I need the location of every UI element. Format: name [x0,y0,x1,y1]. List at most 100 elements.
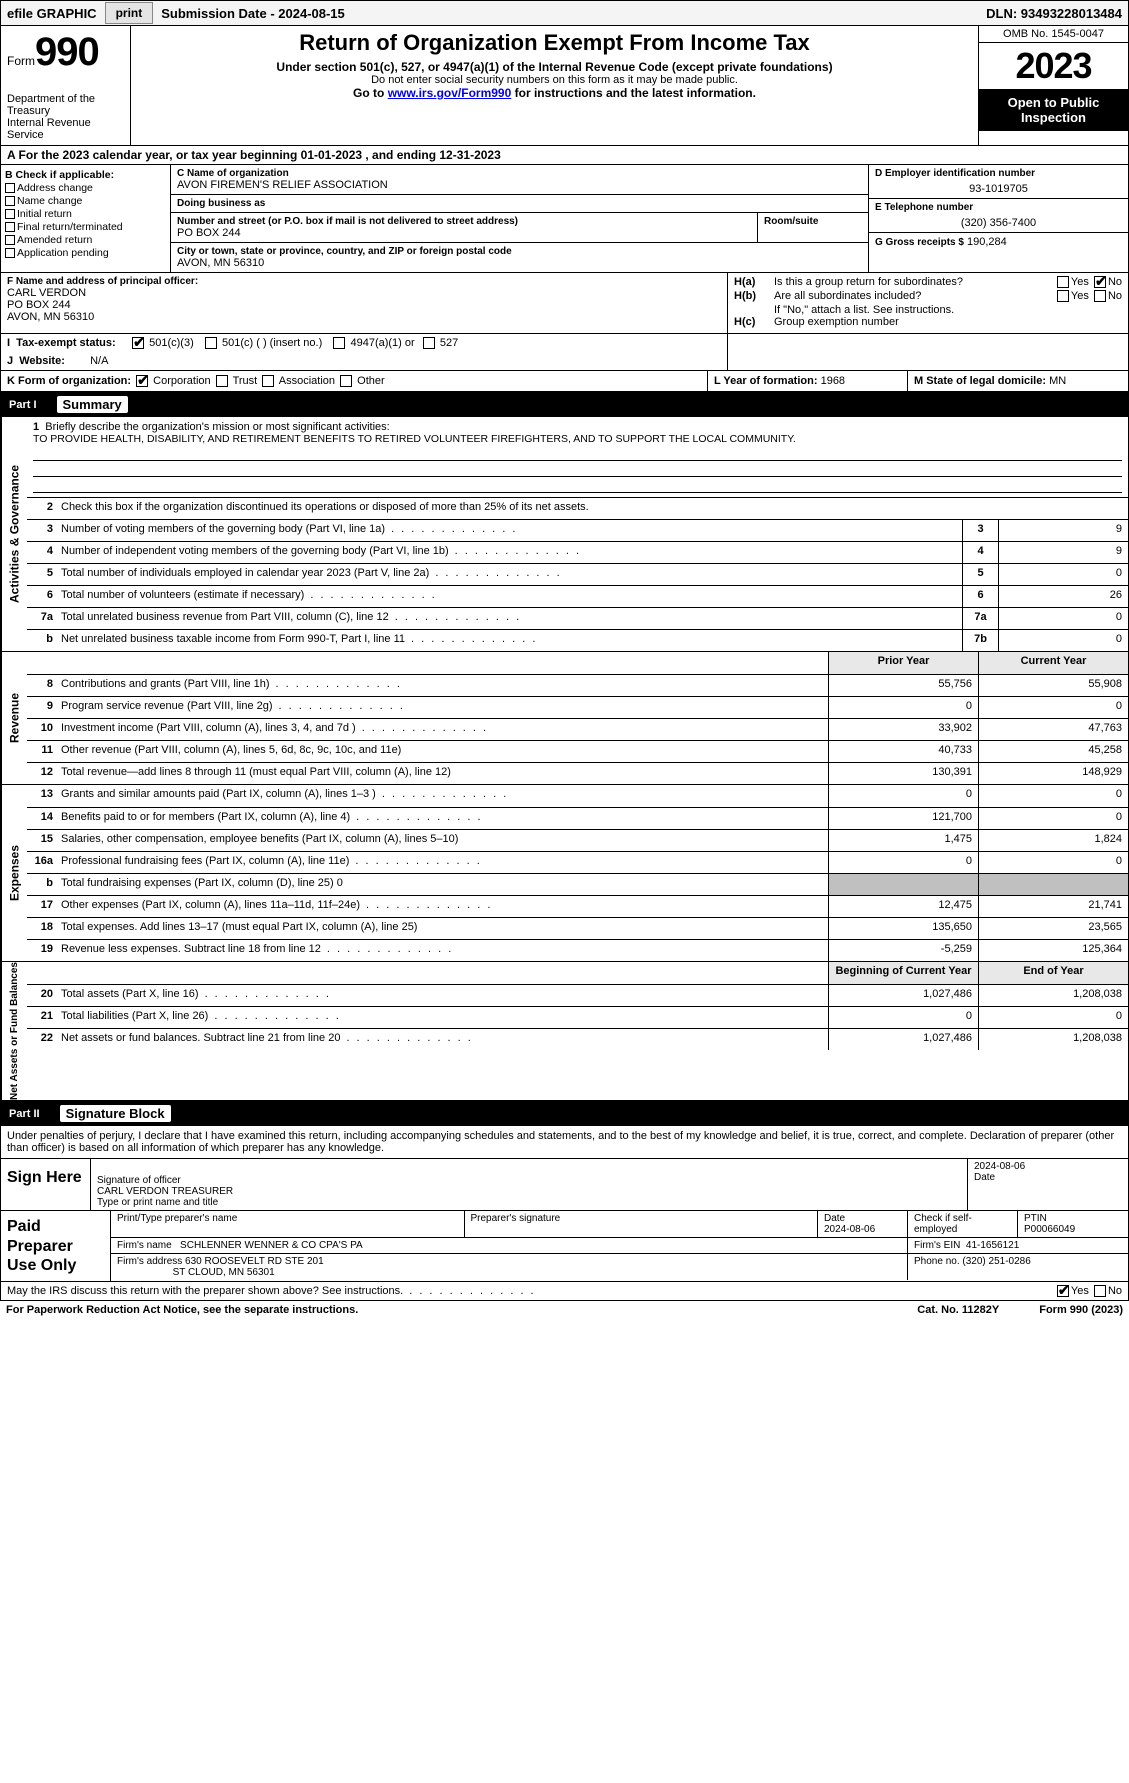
lbl-name-change: Name change [17,195,82,207]
part1-exp: Expenses 13Grants and similar amounts pa… [0,785,1129,962]
org-name-label: C Name of organization [177,168,862,179]
footer-center: Cat. No. 11282Y [917,1304,999,1316]
subtitle-1: Under section 501(c), 527, or 4947(a)(1)… [137,60,972,74]
lbl-final-return: Final return/terminated [17,221,123,233]
lbl-address-change: Address change [17,182,93,194]
line4-desc: Number of independent voting members of … [61,545,449,557]
line17-desc: Other expenses (Part IX, column (A), lin… [61,899,360,911]
ein-label: D Employer identification number [875,168,1122,179]
cell-phone: E Telephone number (320) 356-7400 [869,199,1128,233]
chk-501c3[interactable] [132,337,144,349]
hb-no-lbl: No [1108,290,1122,302]
chk-501c[interactable] [205,337,217,349]
omb-number: OMB No. 1545-0047 [979,26,1128,43]
form-title: Return of Organization Exempt From Incom… [137,30,972,56]
part1-gov: Activities & Governance 1 Briefly descri… [0,417,1129,652]
principal-officer: F Name and address of principal officer:… [1,273,728,333]
line13-desc: Grants and similar amounts paid (Part IX… [61,788,376,800]
line10-desc: Investment income (Part VIII, column (A)… [61,722,356,734]
print-button[interactable]: print [105,2,154,24]
chk-4947[interactable] [333,337,345,349]
firm-addr1: 630 ROOSEVELT RD STE 201 [185,1256,324,1267]
hdr-current: Current Year [978,652,1128,674]
firm-name-lbl: Firm's name [117,1240,172,1251]
form-word: Form [7,54,35,68]
chk-527[interactable] [423,337,435,349]
line22-desc: Net assets or fund balances. Subtract li… [61,1032,340,1044]
lbl-501c: 501(c) ( ) (insert no.) [222,337,322,349]
line12-desc: Total revenue—add lines 8 through 11 (mu… [61,766,451,778]
ha-no-lbl: No [1108,276,1122,288]
pp-date-lbl: Date [824,1213,901,1224]
line4-val: 9 [998,542,1128,563]
chk-name-change[interactable] [5,196,15,206]
chk-discuss-no[interactable] [1094,1285,1106,1297]
top-toolbar: efile GRAPHIC print Submission Date - 20… [0,0,1129,26]
side-label-gov: Activities & Governance [1,417,27,651]
line16b-desc: Total fundraising expenses (Part IX, col… [61,877,343,889]
chk-ha-yes[interactable] [1057,276,1069,288]
domicile-label: M State of legal domicile: [914,375,1046,387]
line17-curr: 21,741 [978,896,1128,917]
firm-phone-lbl: Phone no. [914,1256,960,1267]
line19-curr: 125,364 [978,940,1128,961]
chk-address-change[interactable] [5,183,15,193]
chk-initial-return[interactable] [5,209,15,219]
form-header: Form990 Department of the Treasury Inter… [0,26,1129,145]
cell-address: Number and street (or P.O. box if mail i… [171,213,868,243]
firm-addr-lbl: Firm's address [117,1256,182,1267]
pp-check-lbl: Check if self-employed [914,1213,1011,1235]
lbl-527: 527 [440,337,458,349]
footer-right: Form 990 (2023) [1039,1304,1123,1316]
domicile-value: MN [1049,375,1066,387]
subtitle-2: Do not enter social security numbers on … [137,74,972,86]
line6-desc: Total number of volunteers (estimate if … [61,589,304,601]
lbl-corp: Corporation [153,375,210,387]
chk-discuss-yes[interactable] [1057,1285,1069,1297]
chk-corp[interactable] [136,375,148,387]
header-center: Return of Organization Exempt From Incom… [131,26,978,145]
chk-ha-no[interactable] [1094,276,1106,288]
discuss-row: May the IRS discuss this return with the… [0,1282,1129,1301]
pp-name-lbl: Print/Type preparer's name [117,1213,458,1224]
part1-name: Summary [57,396,128,413]
instructions-link[interactable]: www.irs.gov/Form990 [388,86,512,100]
col-d-numbers: D Employer identification number 93-1019… [868,165,1128,272]
firm-addr2: ST CLOUD, MN 56301 [173,1267,275,1278]
line11-curr: 45,258 [978,741,1128,762]
chk-other[interactable] [340,375,352,387]
chk-final-return[interactable] [5,222,15,232]
part1-header: Part I Summary [0,392,1129,417]
line9-curr: 0 [978,697,1128,718]
hc-tag: H(c) [734,316,774,328]
chk-hb-yes[interactable] [1057,290,1069,302]
line21-desc: Total liabilities (Part X, line 26) [61,1010,208,1022]
chk-app-pending[interactable] [5,248,15,258]
side-label-rev: Revenue [1,652,27,784]
lbl-trust: Trust [233,375,258,387]
row-i-j: I Tax-exempt status: 501(c)(3) 501(c) ( … [0,334,1129,371]
line2-desc: Check this box if the organization disco… [61,501,589,513]
sign-here-label: Sign Here [1,1159,91,1210]
col-b-header: B Check if applicable: [5,169,166,181]
row-k-l-m: K Form of organization: Corporation Trus… [0,371,1129,392]
line16a-curr: 0 [978,852,1128,873]
yearform-label: L Year of formation: [714,375,818,387]
lbl-assoc: Association [279,375,335,387]
submission-date: Submission Date - 2024-08-15 [155,6,351,21]
cell-dba: Doing business as [171,195,868,213]
sig-date-value: 2024-08-06 [974,1161,1122,1172]
officer-addr1: PO BOX 244 [7,299,721,311]
line8-desc: Contributions and grants (Part VIII, lin… [61,678,270,690]
line-1-mission: 1 Briefly describe the organization's mi… [27,417,1128,497]
chk-assoc[interactable] [262,375,274,387]
chk-hb-no[interactable] [1094,290,1106,302]
line13-curr: 0 [978,785,1128,807]
hdr-begin: Beginning of Current Year [828,962,978,984]
chk-amended-return[interactable] [5,235,15,245]
header-right: OMB No. 1545-0047 2023 Open to Public In… [978,26,1128,145]
formorg-label: K Form of organization: [7,375,131,387]
chk-trust[interactable] [216,375,228,387]
address-label: Number and street (or P.O. box if mail i… [177,216,751,227]
tax-year: 2023 [979,43,1128,89]
